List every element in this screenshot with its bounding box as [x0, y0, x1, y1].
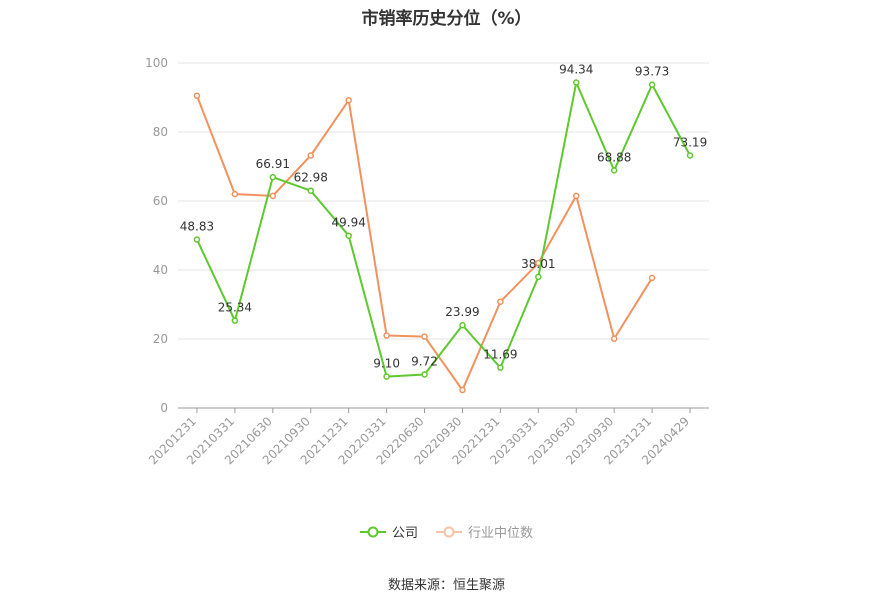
company-data-point: [610, 167, 618, 174]
company-data-point: [459, 321, 466, 329]
industry-data-point: [193, 92, 201, 100]
data-label: 9.72: [411, 354, 438, 368]
data-label: 94.34: [559, 63, 593, 77]
y-tick-label: 20: [153, 332, 168, 346]
industry-data-point: [269, 192, 277, 200]
company-data-point: [497, 364, 504, 371]
data-label: 93.73: [635, 65, 669, 79]
data-source: 数据来源：恒生聚源: [387, 578, 505, 593]
industry-data-point: [383, 332, 390, 339]
data-labels: 48.83 25.34 66.91 62.98 49.94 9.10 9.72 23.99 11…: [180, 63, 707, 371]
company-data-point: [269, 173, 277, 181]
series-lines: [193, 79, 694, 394]
grid-lines: [178, 62, 709, 340]
data-label: 49.94: [331, 216, 365, 230]
chart-title: 市销率历史分位（%）: [361, 9, 532, 29]
y-tick-label: 80: [153, 125, 168, 139]
industry-data-point: [231, 190, 239, 198]
company-data-point: [193, 236, 201, 243]
legend-item-industry[interactable]: 行业中位数: [436, 522, 533, 541]
industry-data-point: [421, 333, 428, 340]
industry-data-point: [573, 192, 580, 200]
legend-company-label: 公司: [391, 526, 418, 541]
company-data-point: [686, 152, 694, 159]
company-data-point: [573, 79, 580, 86]
data-label: 23.99: [445, 305, 479, 319]
legend-item-company[interactable]: 公司: [359, 522, 418, 541]
y-tick-label: 60: [153, 194, 168, 208]
data-label: 66.91: [256, 157, 290, 171]
y-tick-label: 0: [160, 401, 168, 415]
y-tick-label: 100: [145, 56, 168, 70]
company-data-point: [421, 371, 428, 378]
data-label: 9.10: [373, 357, 400, 371]
data-label: 73.19: [673, 135, 707, 149]
industry-data-point: [459, 386, 466, 394]
legend: 公司 行业中位数: [0, 522, 893, 541]
industry-data-point: [497, 298, 504, 305]
industry-data-point: [648, 274, 656, 282]
y-tick-label: 40: [153, 263, 168, 277]
company-data-point: [383, 373, 390, 380]
industry-data-point: [610, 335, 618, 342]
data-label: 48.83: [180, 220, 214, 234]
legend-industry-label: 行业中位数: [468, 526, 534, 541]
company-series-line: [196, 81, 691, 378]
company-data-point: [535, 273, 542, 281]
industry-data-point: [307, 152, 314, 159]
industry-data-point: [345, 97, 352, 104]
company-data-point: [345, 232, 352, 239]
company-data-point: [307, 187, 314, 194]
data-label: 68.88: [597, 150, 631, 164]
data-label: 25.34: [218, 301, 252, 315]
industry-series-line: [196, 95, 653, 392]
axes: 0204060801002020123120210331202106302021…: [145, 56, 709, 467]
company-data-point: [231, 317, 239, 324]
data-label: 38.01: [521, 257, 555, 271]
company-line-marker-icon: [359, 526, 386, 537]
industry-line-marker-icon: [436, 526, 462, 537]
company-data-point: [648, 81, 656, 88]
data-label: 11.69: [483, 348, 517, 362]
data-label: 62.98: [294, 171, 328, 185]
